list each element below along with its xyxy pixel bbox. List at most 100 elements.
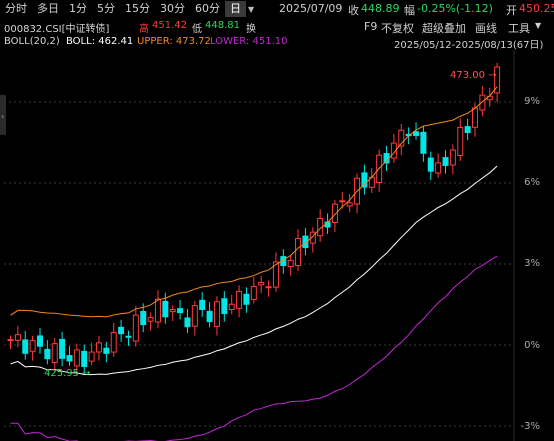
upper-value: UPPER: 473.72 bbox=[137, 36, 211, 47]
candle-body bbox=[390, 142, 397, 159]
candle-body bbox=[36, 335, 43, 347]
y-tick-neg3: -3% bbox=[520, 421, 540, 432]
candle-body bbox=[103, 347, 110, 354]
collapse-tab[interactable] bbox=[0, 95, 6, 135]
y-tick-6: 6% bbox=[524, 177, 540, 188]
candle-body bbox=[22, 339, 29, 354]
date-range: 2025/05/12-2025/08/13(67日) bbox=[394, 40, 544, 51]
candle-body bbox=[442, 157, 449, 166]
tool-overlay[interactable]: 超级叠加 bbox=[422, 22, 466, 35]
candle-body bbox=[147, 316, 154, 322]
candle-body bbox=[199, 299, 206, 311]
boll-value: BOLL: 462.41 bbox=[66, 36, 134, 47]
candle-body bbox=[132, 314, 139, 342]
candle-body bbox=[88, 351, 95, 362]
y-tick-3: 3% bbox=[524, 258, 540, 269]
candle-body bbox=[184, 317, 191, 328]
tab-daily[interactable]: 日 bbox=[225, 1, 246, 17]
low-label: 低 bbox=[192, 24, 202, 35]
tool-tools[interactable]: 工具 bbox=[508, 22, 530, 35]
candle-body bbox=[14, 334, 21, 341]
candle-body bbox=[398, 129, 405, 147]
candle-body bbox=[228, 303, 235, 310]
lower-value: LOWER: 451.10 bbox=[210, 36, 288, 47]
chart-header: 000832.CSI[中证转债] 高 451.42 低 448.81 换 BOL… bbox=[0, 20, 554, 51]
tab-multi-day[interactable]: 多日 bbox=[37, 2, 59, 15]
tab-60min[interactable]: 60分 bbox=[195, 2, 220, 15]
y-tick-9: 9% bbox=[524, 96, 540, 107]
candle-body bbox=[272, 261, 279, 288]
candle-body bbox=[361, 172, 368, 188]
low-value: 448.81 bbox=[205, 20, 240, 31]
chevron-left-icon[interactable]: ‹ bbox=[1, 112, 4, 121]
candle-body bbox=[494, 66, 501, 94]
boll-lower-line bbox=[10, 255, 498, 441]
close-value: 448.89 bbox=[361, 2, 400, 15]
chevron-down-icon[interactable]: ▼ bbox=[535, 21, 542, 30]
candle-body bbox=[59, 338, 66, 359]
candle-body bbox=[213, 301, 220, 327]
y-tick-0: 0% bbox=[524, 340, 540, 351]
tab-30min[interactable]: 30分 bbox=[160, 2, 185, 15]
candle-body bbox=[29, 340, 36, 352]
tool-draw-line[interactable]: 画线 bbox=[475, 22, 497, 35]
change-value: -0.25%(-1.12) bbox=[417, 2, 493, 15]
candle-body bbox=[309, 231, 316, 244]
candle-body bbox=[177, 308, 184, 314]
candle-body bbox=[479, 94, 486, 111]
close-label: 收 bbox=[348, 4, 359, 17]
candle-body bbox=[95, 342, 102, 353]
candle-body bbox=[331, 203, 338, 224]
candle-body bbox=[464, 126, 471, 134]
boll-mid-line bbox=[10, 165, 498, 376]
tab-15min[interactable]: 15分 bbox=[125, 2, 150, 15]
candle-body bbox=[420, 131, 427, 154]
candle-body bbox=[265, 286, 272, 289]
open-label: 开 bbox=[506, 4, 517, 17]
candle-body bbox=[51, 343, 58, 364]
boll-upper-line bbox=[10, 86, 498, 318]
tab-intraday[interactable]: 分时 bbox=[5, 2, 27, 15]
candle-body bbox=[110, 331, 117, 353]
candle-body bbox=[81, 350, 88, 367]
candle-body bbox=[243, 293, 250, 305]
candle-body bbox=[427, 157, 434, 172]
tab-5min[interactable]: 5分 bbox=[97, 2, 115, 15]
high-annotation: 473.00 → bbox=[450, 70, 497, 81]
candle-body bbox=[258, 281, 265, 286]
candle-body bbox=[250, 285, 257, 300]
candle-body bbox=[169, 309, 176, 313]
tool-f9[interactable]: F9 bbox=[364, 20, 378, 33]
candle-body bbox=[221, 298, 228, 314]
candle-body bbox=[125, 335, 132, 338]
candle-body bbox=[66, 355, 73, 362]
low-annotation: 425.95 → bbox=[44, 368, 91, 379]
candle-body bbox=[140, 310, 147, 326]
candle-body bbox=[472, 107, 479, 128]
tool-no-adjust[interactable]: 不复权 bbox=[381, 22, 414, 35]
candle-body bbox=[118, 326, 125, 335]
change-label: 幅 bbox=[404, 4, 415, 17]
candle-body bbox=[339, 200, 346, 203]
candle-body bbox=[413, 131, 420, 136]
candle-body bbox=[295, 237, 302, 267]
period-dropdown-icon[interactable]: ▼ bbox=[248, 4, 255, 14]
candle-body bbox=[162, 300, 169, 318]
date-value: 2025/07/09 bbox=[279, 2, 343, 15]
tab-1min[interactable]: 1分 bbox=[69, 2, 87, 15]
candle-body bbox=[236, 290, 243, 309]
candle-body bbox=[287, 259, 294, 268]
candle-body bbox=[191, 305, 198, 327]
candle-body bbox=[457, 126, 464, 156]
candle-body bbox=[73, 349, 80, 367]
candle-body bbox=[7, 339, 14, 342]
security-name: 000832.CSI[中证转债] bbox=[4, 24, 110, 35]
candle-body bbox=[206, 310, 213, 323]
boll-indicator-label[interactable]: BOLL(20,2) bbox=[4, 36, 60, 47]
turnover-label: 换 bbox=[246, 24, 256, 35]
high-label: 高 bbox=[139, 24, 149, 35]
high-value: 451.42 bbox=[152, 20, 187, 31]
candle-body bbox=[346, 202, 353, 207]
candle-body bbox=[435, 162, 442, 174]
